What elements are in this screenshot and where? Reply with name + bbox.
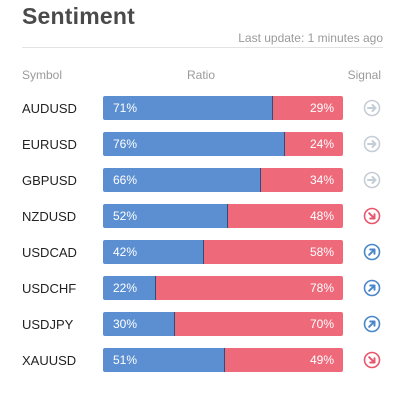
buy-ratio-segment: 52% (103, 204, 228, 228)
header-divider (22, 47, 383, 48)
sell-ratio-segment: 29% (273, 96, 343, 120)
buy-ratio-segment: 71% (103, 96, 274, 120)
ratio-bar: 52% 48% (103, 204, 343, 228)
sell-ratio-label: 48% (309, 209, 334, 223)
sentiment-row[interactable]: EURUSD 76% 24% (22, 132, 387, 156)
sell-ratio-segment: 58% (203, 240, 343, 264)
sell-ratio-segment: 49% (225, 348, 343, 372)
sell-ratio-label: 24% (309, 137, 334, 151)
sell-ratio-label: 29% (309, 101, 334, 115)
buy-ratio-label: 76% (113, 137, 138, 151)
sell-ratio-label: 70% (309, 317, 334, 331)
ratio-bar: 42% 58% (103, 240, 343, 264)
sell-ratio-label: 58% (309, 245, 334, 259)
symbol-label: USDJPY (22, 317, 74, 332)
sentiment-row[interactable]: GBPUSD 66% 34% (22, 168, 387, 192)
arrow-up-right-icon[interactable] (363, 315, 381, 333)
ratio-bar: 71% 29% (103, 96, 343, 120)
buy-ratio-segment: 76% (103, 132, 286, 156)
symbol-label: AUDUSD (22, 101, 77, 116)
sentiment-row[interactable]: USDCHF 22% 78% (22, 276, 387, 300)
buy-ratio-label: 42% (113, 245, 138, 259)
arrow-right-icon[interactable] (363, 171, 381, 189)
buy-ratio-segment: 51% (103, 348, 226, 372)
buy-ratio-segment: 30% (103, 312, 175, 336)
buy-ratio-segment: 42% (103, 240, 204, 264)
buy-ratio-segment: 66% (103, 168, 262, 192)
sell-ratio-segment: 34% (261, 168, 343, 192)
column-header-symbol: Symbol (22, 68, 63, 82)
sell-ratio-segment: 48% (227, 204, 343, 228)
symbol-label: NZDUSD (22, 209, 77, 224)
buy-ratio-label: 30% (113, 317, 138, 331)
sell-ratio-segment: 70% (175, 312, 343, 336)
symbol-label: XAUUSD (22, 353, 77, 368)
buy-ratio-label: 22% (113, 281, 138, 295)
symbol-label: USDCHF (22, 281, 77, 296)
buy-ratio-label: 71% (113, 101, 138, 115)
ratio-bar: 51% 49% (103, 348, 343, 372)
sentiment-list: AUDUSD 71% 29% EURUSD 76% 24% GBPUSD 66% 34% NZDU… (22, 96, 387, 384)
arrow-down-right-icon[interactable] (363, 351, 381, 369)
buy-ratio-label: 51% (113, 353, 138, 367)
sentiment-row[interactable]: USDCAD 42% 58% (22, 240, 387, 264)
last-update-text: Last update: 1 minutes ago (238, 31, 383, 45)
arrow-up-right-icon[interactable] (363, 243, 381, 261)
arrow-up-right-icon[interactable] (363, 279, 381, 297)
sentiment-row[interactable]: USDJPY 30% 70% (22, 312, 387, 336)
ratio-bar: 76% 24% (103, 132, 343, 156)
column-header-signal: Signal (347, 68, 381, 82)
arrow-right-icon[interactable] (363, 99, 381, 117)
sentiment-row[interactable]: NZDUSD 52% 48% (22, 204, 387, 228)
buy-ratio-label: 52% (113, 209, 138, 223)
sell-ratio-label: 34% (309, 173, 334, 187)
symbol-label: EURUSD (22, 137, 77, 152)
ratio-bar: 66% 34% (103, 168, 343, 192)
sell-ratio-label: 49% (309, 353, 334, 367)
symbol-label: GBPUSD (22, 173, 77, 188)
symbol-label: USDCAD (22, 245, 77, 260)
sentiment-row[interactable]: XAUUSD 51% 49% (22, 348, 387, 372)
column-header-ratio: Ratio (187, 68, 216, 82)
arrow-right-icon[interactable] (363, 135, 381, 153)
buy-ratio-label: 66% (113, 173, 138, 187)
ratio-bar: 30% 70% (103, 312, 343, 336)
buy-ratio-segment: 22% (103, 276, 156, 300)
sell-ratio-segment: 24% (285, 132, 343, 156)
arrow-down-right-icon[interactable] (363, 207, 381, 225)
sell-ratio-segment: 78% (155, 276, 343, 300)
sell-ratio-label: 78% (309, 281, 334, 295)
widget-title: Sentiment (22, 3, 135, 29)
sentiment-row[interactable]: AUDUSD 71% 29% (22, 96, 387, 120)
ratio-bar: 22% 78% (103, 276, 343, 300)
